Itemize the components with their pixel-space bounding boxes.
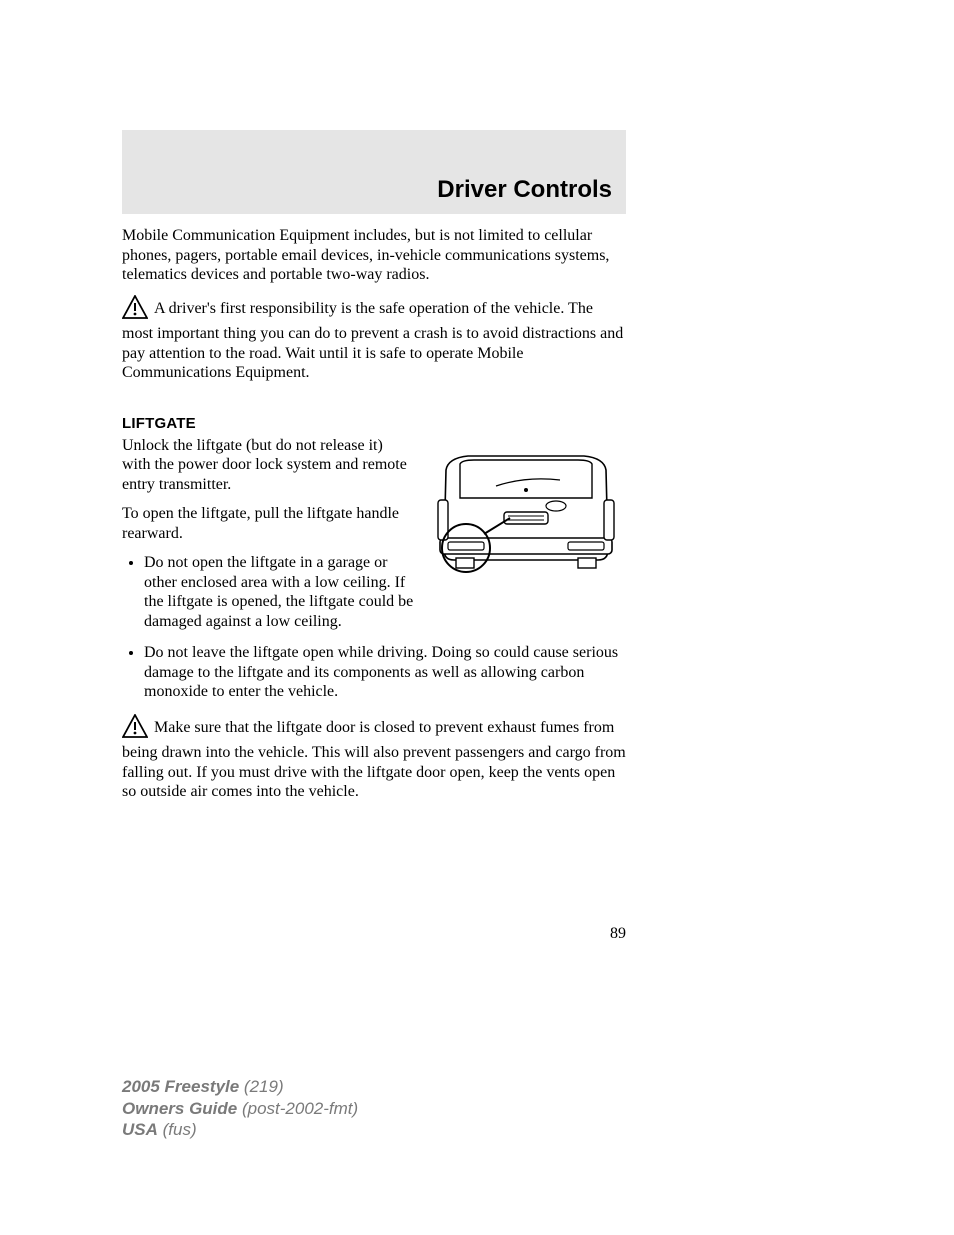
liftgate-bullet-1: Do not open the liftgate in a garage or … — [144, 553, 414, 631]
liftgate-figure — [426, 440, 626, 595]
liftgate-p1: Unlock the liftgate (but do not release … — [122, 436, 414, 495]
footer-block: 2005 Freestyle (219) Owners Guide (post-… — [122, 1076, 358, 1140]
warning-icon — [122, 295, 148, 325]
intro-paragraph: Mobile Communication Equipment includes,… — [122, 226, 626, 285]
page-number: 89 — [122, 925, 626, 943]
footer-l1-rest: (219) — [239, 1077, 283, 1096]
footer-l1-bold: 2005 Freestyle — [122, 1077, 239, 1096]
footer-l2-bold: Owners Guide — [122, 1099, 237, 1118]
footer-l3-rest: (fus) — [158, 1120, 197, 1139]
warning-icon — [122, 714, 148, 744]
warning-text-2: Make sure that the liftgate door is clos… — [122, 719, 626, 801]
liftgate-heading: LIFTGATE — [122, 415, 626, 432]
warning-block-1: A driver's first responsibility is the s… — [122, 295, 626, 383]
footer-l2-rest: (post-2002-fmt) — [237, 1099, 358, 1118]
section-header-band: Driver Controls — [122, 130, 626, 214]
footer-l3-bold: USA — [122, 1120, 158, 1139]
section-title: Driver Controls — [437, 176, 612, 204]
liftgate-bullet-2: Do not leave the liftgate open while dri… — [144, 643, 626, 702]
warning-block-2: Make sure that the liftgate door is clos… — [122, 714, 626, 802]
warning-text-1: A driver's first responsibility is the s… — [122, 300, 623, 382]
liftgate-p2: To open the liftgate, pull the liftgate … — [122, 504, 414, 543]
